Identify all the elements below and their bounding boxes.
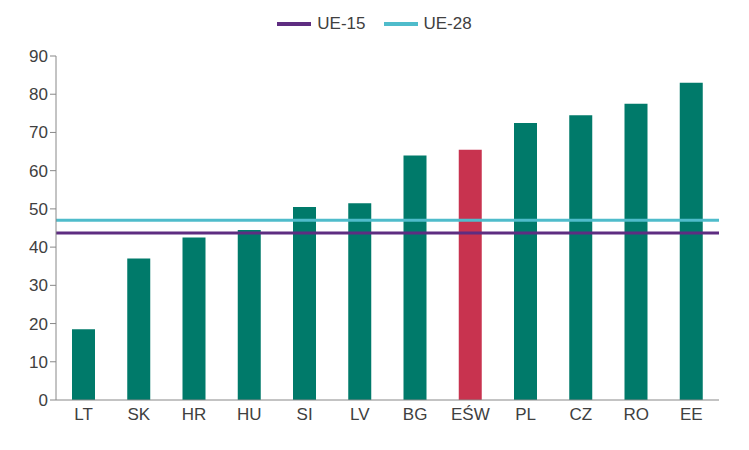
- svg-text:RO: RO: [623, 405, 649, 424]
- svg-text:50: 50: [29, 200, 48, 219]
- svg-text:SI: SI: [297, 405, 313, 424]
- svg-text:HU: HU: [237, 405, 262, 424]
- svg-text:CZ: CZ: [570, 405, 593, 424]
- svg-text:LV: LV: [350, 405, 370, 424]
- svg-text:20: 20: [29, 315, 48, 334]
- svg-text:LT: LT: [74, 405, 93, 424]
- html-text:UE-28: UE-28: [423, 14, 472, 33]
- svg-text:BG: BG: [403, 405, 428, 424]
- svg-text:EŚW: EŚW: [451, 405, 490, 424]
- svg-text:SK: SK: [128, 405, 151, 424]
- svg-text:10: 10: [29, 353, 48, 372]
- svg-text:EE: EE: [680, 405, 703, 424]
- svg-text:PL: PL: [515, 405, 536, 424]
- svg-text:60: 60: [29, 162, 48, 181]
- svg-text:80: 80: [29, 85, 48, 104]
- svg-text:70: 70: [29, 123, 48, 142]
- svg-text:90: 90: [29, 47, 48, 66]
- svg-text:HR: HR: [182, 405, 207, 424]
- svg-text:30: 30: [29, 276, 48, 295]
- html-text:UE-15: UE-15: [317, 14, 366, 33]
- svg-text:40: 40: [29, 238, 48, 257]
- svg-text:0: 0: [39, 391, 48, 410]
